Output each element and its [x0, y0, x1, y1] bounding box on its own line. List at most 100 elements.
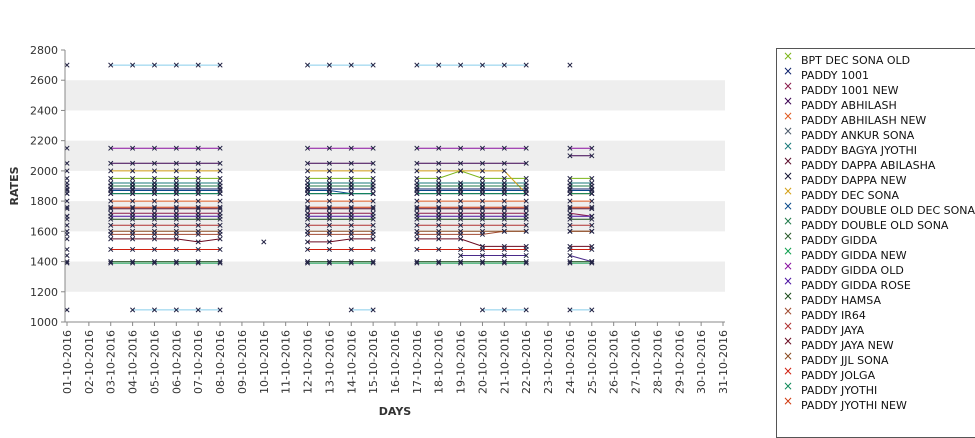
legend-marker-icon: ×: [782, 79, 794, 93]
data-point: [523, 183, 529, 189]
data-point: [567, 222, 573, 228]
data-point: [589, 198, 595, 204]
data-point: [414, 175, 420, 181]
data-point: [479, 183, 486, 189]
data-point: [567, 62, 573, 68]
data-point: [108, 175, 114, 181]
data-point: [436, 183, 442, 189]
data-point: [195, 62, 201, 68]
x-axis-ticks: 01-10-2016 02-10-2016 03-10-2016 04-10-2016…: [61, 322, 730, 394]
data-point: [64, 198, 70, 204]
data-point: [348, 198, 354, 204]
x-tick-label: 07-10-2016: [192, 330, 205, 394]
data-point: [523, 206, 529, 212]
data-point: [108, 228, 114, 234]
data-point: [64, 216, 70, 222]
data-point: [304, 160, 311, 166]
data-point: [217, 260, 223, 266]
data-point: [173, 175, 179, 181]
data-point: [414, 216, 420, 222]
data-point: [523, 145, 529, 151]
legend-item: × PADDY JJL SONA: [777, 349, 975, 367]
data-point: [370, 191, 376, 197]
data-point: [501, 222, 507, 228]
legend-item: × PADDY ANKUR SONA: [777, 124, 975, 142]
data-point: [567, 307, 573, 313]
data-point: [64, 236, 70, 242]
data-point: [458, 216, 464, 222]
data-point: [195, 216, 201, 222]
data-point: [304, 260, 311, 266]
data-point: [108, 198, 114, 204]
legend-item: × PADDY ABHILASH NEW: [777, 109, 975, 127]
legend-marker-icon: ×: [782, 274, 794, 288]
data-point: [326, 175, 332, 181]
data-point: [64, 62, 70, 68]
data-point: [326, 228, 332, 234]
data-point: [173, 259, 179, 265]
data-point: [501, 216, 507, 222]
y-tick-label: 1800: [30, 195, 58, 208]
data-point: [589, 260, 595, 266]
data-point: [326, 222, 332, 228]
data-point: [523, 228, 529, 234]
data-point: [436, 259, 442, 265]
legend-label: PADDY 1001 NEW: [801, 84, 899, 97]
data-point: [501, 175, 507, 181]
legend-marker-icon: ×: [782, 139, 794, 153]
data-point: [567, 183, 573, 189]
data-point: [217, 62, 223, 68]
x-tick-label: 20-10-2016: [476, 330, 489, 394]
data-point: [458, 222, 464, 228]
data-point: [326, 145, 332, 151]
data-point: [217, 307, 223, 313]
data-point: [173, 191, 179, 197]
data-point: [348, 145, 354, 151]
data-point: [370, 204, 376, 210]
data-point: [195, 246, 201, 253]
data-point: [348, 236, 354, 242]
data-point: [479, 259, 486, 265]
data-point: [479, 307, 486, 313]
legend-item: × BPT DEC SONA OLD: [777, 49, 975, 67]
data-point: [195, 183, 201, 189]
data-point: [195, 160, 201, 166]
data-point: [195, 198, 201, 204]
y-tick-label: 2600: [30, 74, 58, 87]
data-point: [436, 204, 442, 210]
x-tick-label: 18-10-2016: [433, 330, 446, 394]
data-point: [479, 252, 486, 259]
data-point: [370, 175, 376, 181]
data-point: [326, 206, 332, 212]
data-point: [414, 206, 420, 212]
data-point: [130, 222, 136, 228]
data-point: [130, 145, 136, 151]
background-bands: [65, 80, 725, 292]
legend-label: PADDY JYOTHI: [801, 384, 878, 397]
legend-item: × PADDY 1001 NEW: [777, 79, 975, 97]
legend-label: PADDY ANKUR SONA: [801, 129, 915, 142]
data-point: [414, 145, 420, 151]
data-point: [414, 222, 420, 228]
data-point: [173, 62, 179, 68]
grid-band: [65, 80, 725, 111]
data-point: [151, 168, 158, 174]
legend-marker-icon: ×: [782, 124, 794, 138]
legend-marker-icon: ×: [782, 379, 794, 393]
data-point: [523, 198, 529, 204]
legend-label: PADDY 1001: [801, 69, 870, 82]
x-tick-label: 12-10-2016: [302, 330, 315, 394]
data-point: [64, 183, 70, 189]
data-point: [173, 222, 179, 228]
series-line: [416, 238, 527, 247]
data-point: [130, 307, 136, 313]
y-tick-label: 2400: [30, 104, 58, 117]
data-point: [151, 183, 158, 189]
data-point: [195, 204, 201, 210]
legend-item: × PADDY GIDDA ROSE: [777, 274, 975, 292]
data-point: [151, 206, 158, 212]
x-tick-label: 25-10-2016: [586, 330, 599, 394]
legend-item: × PADDY GIDDA NEW: [777, 244, 975, 262]
x-tick-label: 05-10-2016: [148, 330, 161, 394]
data-point: [151, 145, 158, 151]
